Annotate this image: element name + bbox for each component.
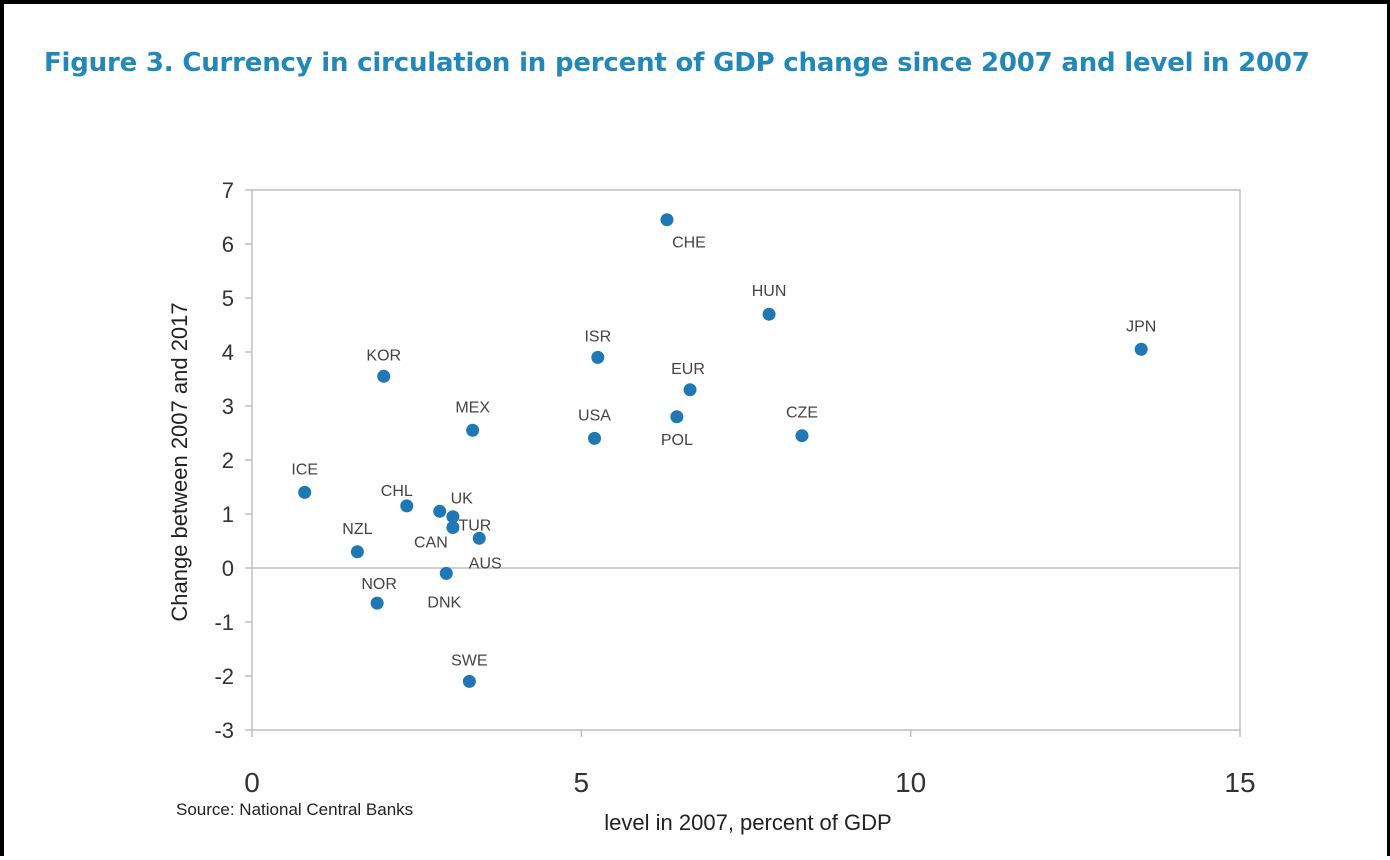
- data-point: [462, 674, 476, 688]
- point-label: EUR: [671, 361, 705, 378]
- y-tick-label: 6: [222, 232, 234, 257]
- x-tick-label: 15: [1224, 767, 1255, 798]
- x-axis-label: level in 2007, percent of GDP: [604, 810, 891, 835]
- data-point: [591, 350, 605, 364]
- point-label: HUN: [752, 283, 787, 300]
- data-point: [795, 429, 809, 443]
- source-note: Source: National Central Banks: [176, 800, 414, 819]
- scatter-chart: -3 -2 -1 0 1 2 3 4 5 6 7 0 5 10 15 level in 2007, perce…: [167, 178, 1256, 835]
- data-point: [446, 521, 460, 534]
- point-label: MEX: [455, 399, 490, 416]
- data-point: [472, 531, 486, 545]
- point-label: ICE: [291, 461, 318, 478]
- point-label: POL: [661, 432, 693, 449]
- data-point: [298, 485, 312, 499]
- data-point: [446, 510, 460, 524]
- y-tick-label: 0: [222, 556, 234, 581]
- x-tick-label: 5: [574, 767, 590, 798]
- y-tick-label: 7: [222, 178, 234, 203]
- y-axis-label: Change between 2007 and 2017: [167, 302, 192, 621]
- data-point: [670, 410, 684, 424]
- y-tick-label: 3: [222, 394, 234, 419]
- figure-title: Figure 3. Currency in circulation in per…: [44, 48, 1310, 78]
- data-point: [588, 431, 602, 445]
- point-label: DNK: [427, 594, 461, 611]
- data-point: [466, 423, 480, 437]
- y-tick-label: -2: [214, 664, 234, 689]
- y-tick-label: 1: [222, 502, 234, 527]
- data-point: [350, 545, 364, 559]
- data-point: [660, 213, 674, 227]
- data-point: [762, 307, 776, 321]
- y-tick-label: -3: [214, 718, 234, 743]
- data-point: [439, 566, 453, 580]
- point-label: UK: [451, 490, 474, 507]
- point-label: JPN: [1126, 318, 1156, 335]
- point-label: NZL: [342, 521, 372, 538]
- point-label: CZE: [786, 405, 818, 422]
- point-label: NOR: [361, 576, 397, 593]
- x-tick-label: 10: [895, 767, 926, 798]
- point-label: KOR: [366, 347, 401, 364]
- point-label: TUR: [458, 518, 491, 535]
- point-label: ISR: [584, 328, 611, 345]
- y-tick-label: -1: [214, 610, 234, 635]
- data-point: [377, 369, 391, 383]
- point-label: CAN: [414, 535, 448, 552]
- plot-area: [251, 189, 1241, 731]
- point-label: SWE: [451, 652, 487, 669]
- data-point: [400, 499, 414, 513]
- point-label: USA: [578, 407, 611, 424]
- data-point: [1134, 342, 1148, 356]
- point-label: CHL: [381, 483, 413, 500]
- x-tick-label: 0: [244, 767, 260, 798]
- y-tick-label: 4: [222, 340, 234, 365]
- point-label: AUS: [469, 555, 502, 572]
- y-tick-label: 2: [222, 448, 234, 473]
- point-label: CHE: [672, 235, 706, 252]
- y-tick-label: 5: [222, 286, 234, 311]
- data-point: [433, 504, 447, 518]
- data-point: [370, 596, 384, 610]
- data-point: [683, 383, 697, 397]
